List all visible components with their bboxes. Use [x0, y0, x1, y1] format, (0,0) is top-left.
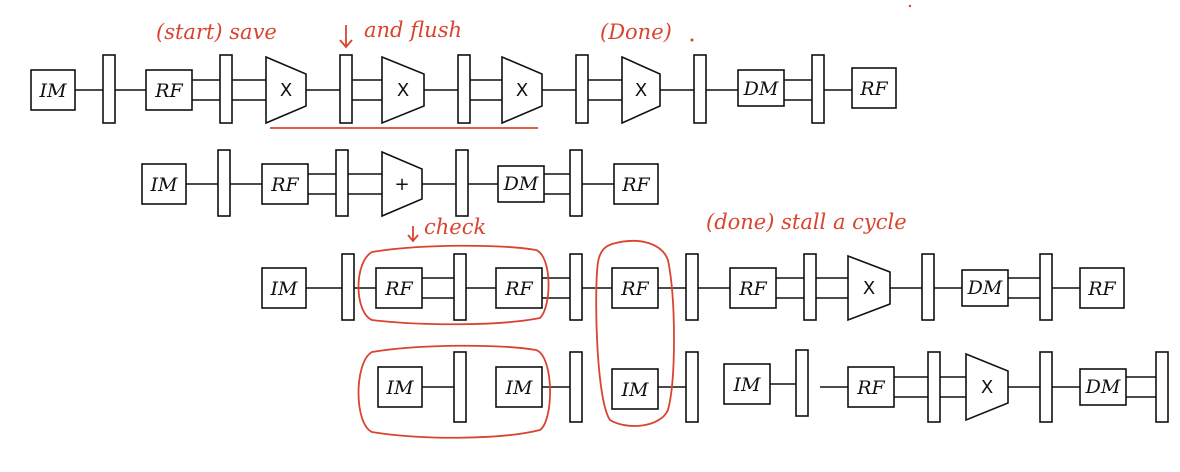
- im-label: IM: [733, 374, 762, 396]
- rf-block: [851, 67, 897, 109]
- dm-block: [737, 69, 785, 107]
- multiplier-label: X: [981, 377, 993, 398]
- rf-block: [375, 267, 423, 309]
- rf-label: RF: [738, 278, 767, 300]
- multiplier-label: X: [397, 80, 409, 101]
- pipeline-row-4: IM IM IM IM RF X DM: [377, 349, 1169, 423]
- im-label: IM: [39, 80, 68, 102]
- im-label: IM: [386, 377, 415, 399]
- rf-block: [1079, 267, 1125, 309]
- check-enclosure-rf: [357, 244, 550, 326]
- im-label: IM: [505, 377, 534, 399]
- pipeline-register: [341, 253, 355, 321]
- dm-label: DM: [503, 173, 539, 195]
- dm-block: [1079, 368, 1127, 406]
- rf-label: RF: [1087, 278, 1116, 300]
- multiplier-unit: [965, 352, 1009, 422]
- dm-block: [497, 165, 545, 203]
- pipeline-row-1: IM RF X X X X DM RF: [30, 54, 897, 125]
- pipeline-row-2: IM RF + DM RF: [141, 149, 659, 218]
- pipeline-register: [219, 54, 233, 124]
- pipeline-register: [803, 253, 817, 321]
- pipeline-register: [335, 149, 349, 217]
- check-enclosure-im: [357, 344, 551, 439]
- rf-label: RF: [621, 174, 650, 196]
- adder-unit: [381, 150, 423, 218]
- annotation-start-save: (start) save: [156, 20, 277, 44]
- pipeline-register: [795, 349, 809, 417]
- pipeline-register: [693, 54, 707, 124]
- rf-label: RF: [384, 278, 413, 300]
- pipeline-register: [217, 149, 231, 217]
- rf-block: [611, 267, 659, 309]
- rf-label: RF: [620, 278, 649, 300]
- im-label: IM: [270, 278, 299, 300]
- rf-block: [145, 69, 193, 111]
- im-block: [611, 368, 659, 410]
- im-block: [723, 363, 771, 405]
- pipeline-register: [455, 149, 469, 217]
- pipeline-register: [811, 54, 825, 124]
- rf-block: [495, 267, 543, 309]
- pipeline-register: [569, 253, 583, 321]
- im-label: IM: [621, 379, 650, 401]
- pipeline-register: [1039, 253, 1053, 321]
- pipeline-register: [453, 253, 467, 321]
- pipeline-register: [457, 54, 471, 124]
- multiplier-unit: [501, 55, 543, 125]
- dm-label: DM: [1085, 376, 1121, 398]
- annotation-done: (Done): [600, 20, 672, 44]
- dot-mark: [908, 4, 912, 8]
- dm-label: DM: [743, 78, 779, 100]
- annotation-and-flush: and flush: [364, 18, 462, 42]
- annotation-done-stall: (done) stall a cycle: [706, 210, 907, 234]
- dm-label: DM: [967, 277, 1003, 299]
- multiplier-unit: [381, 55, 425, 125]
- im-label: IM: [150, 174, 179, 196]
- multiplier-unit: [847, 254, 891, 322]
- rf-label: RF: [154, 80, 183, 102]
- pipeline-register: [453, 351, 467, 423]
- multiplier-label: X: [635, 80, 647, 101]
- pipeline-register: [685, 351, 699, 423]
- multiplier-label: X: [280, 80, 292, 101]
- rf-label: RF: [270, 174, 299, 196]
- pipeline-register: [569, 351, 583, 423]
- im-block: [141, 163, 187, 205]
- pipeline-row-3: IM RF RF RF RF X DM RF: [261, 253, 1125, 322]
- pipeline-register: [927, 351, 941, 423]
- rf-label: RF: [856, 377, 885, 399]
- multiplier-unit: [621, 55, 661, 125]
- im-block: [261, 267, 307, 309]
- pipeline-register: [921, 253, 935, 321]
- adder-label: +: [394, 174, 409, 195]
- pipeline-register: [569, 149, 583, 217]
- im-block: [495, 366, 543, 408]
- down-arrow-icon: [339, 25, 353, 49]
- multiplier-label: X: [863, 278, 875, 299]
- check-arrow-icon: [407, 226, 419, 243]
- rf-block: [613, 163, 659, 205]
- rf-label: RF: [504, 278, 533, 300]
- rf-block: [261, 163, 309, 205]
- im-block: [30, 69, 76, 111]
- dot-mark: [690, 38, 694, 42]
- stall-enclosure: [595, 240, 675, 427]
- rf-block: [847, 366, 895, 408]
- multiplier-unit: [265, 55, 307, 125]
- pipeline-register: [1155, 351, 1169, 423]
- rf-label: RF: [859, 78, 888, 100]
- pipeline-register: [685, 253, 699, 321]
- pipeline-register: [575, 54, 589, 124]
- pipeline-register: [102, 54, 116, 124]
- pipeline-register: [339, 54, 353, 124]
- annotation-check: check: [424, 215, 486, 239]
- im-block: [377, 366, 423, 408]
- dm-block: [961, 269, 1009, 307]
- pipeline-register: [1039, 351, 1053, 423]
- rf-block: [729, 267, 777, 309]
- multiplier-label: X: [516, 80, 528, 101]
